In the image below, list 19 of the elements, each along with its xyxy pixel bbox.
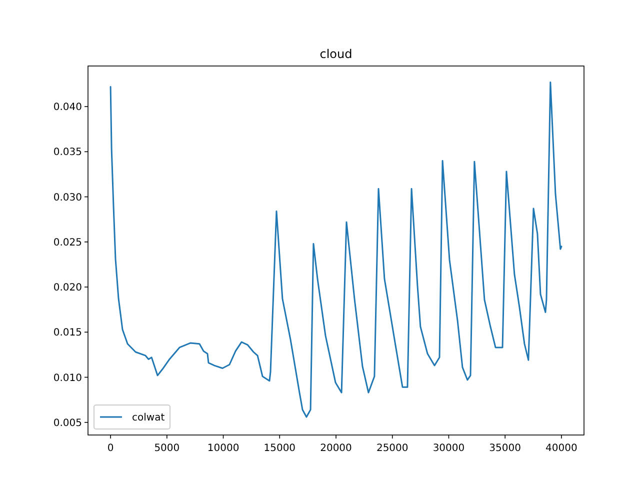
y-tick-label: 0.020 bbox=[53, 282, 82, 294]
y-tick-label: 0.040 bbox=[53, 102, 82, 114]
x-tick-label: 25000 bbox=[376, 443, 408, 454]
x-tick-label: 20000 bbox=[320, 443, 352, 454]
x-tick-label: 15000 bbox=[264, 443, 296, 454]
x-tick-label: 30000 bbox=[432, 443, 465, 454]
x-tick-label: 10000 bbox=[207, 443, 240, 454]
x-tick-label: 5000 bbox=[154, 443, 180, 454]
legend-label: colwat bbox=[132, 412, 165, 424]
y-tick-label: 0.010 bbox=[53, 372, 82, 384]
y-tick-label: 0.030 bbox=[53, 192, 82, 204]
x-tick-label: 0 bbox=[107, 443, 114, 454]
y-tick-label: 0.035 bbox=[53, 147, 82, 158]
chart-title: cloud bbox=[320, 47, 352, 61]
y-tick-label: 0.015 bbox=[53, 328, 82, 339]
x-tick-label: 40000 bbox=[546, 443, 578, 454]
y-tick-label: 0.025 bbox=[53, 237, 82, 248]
y-tick-label: 0.005 bbox=[53, 418, 82, 429]
x-tick-label: 35000 bbox=[489, 443, 521, 454]
